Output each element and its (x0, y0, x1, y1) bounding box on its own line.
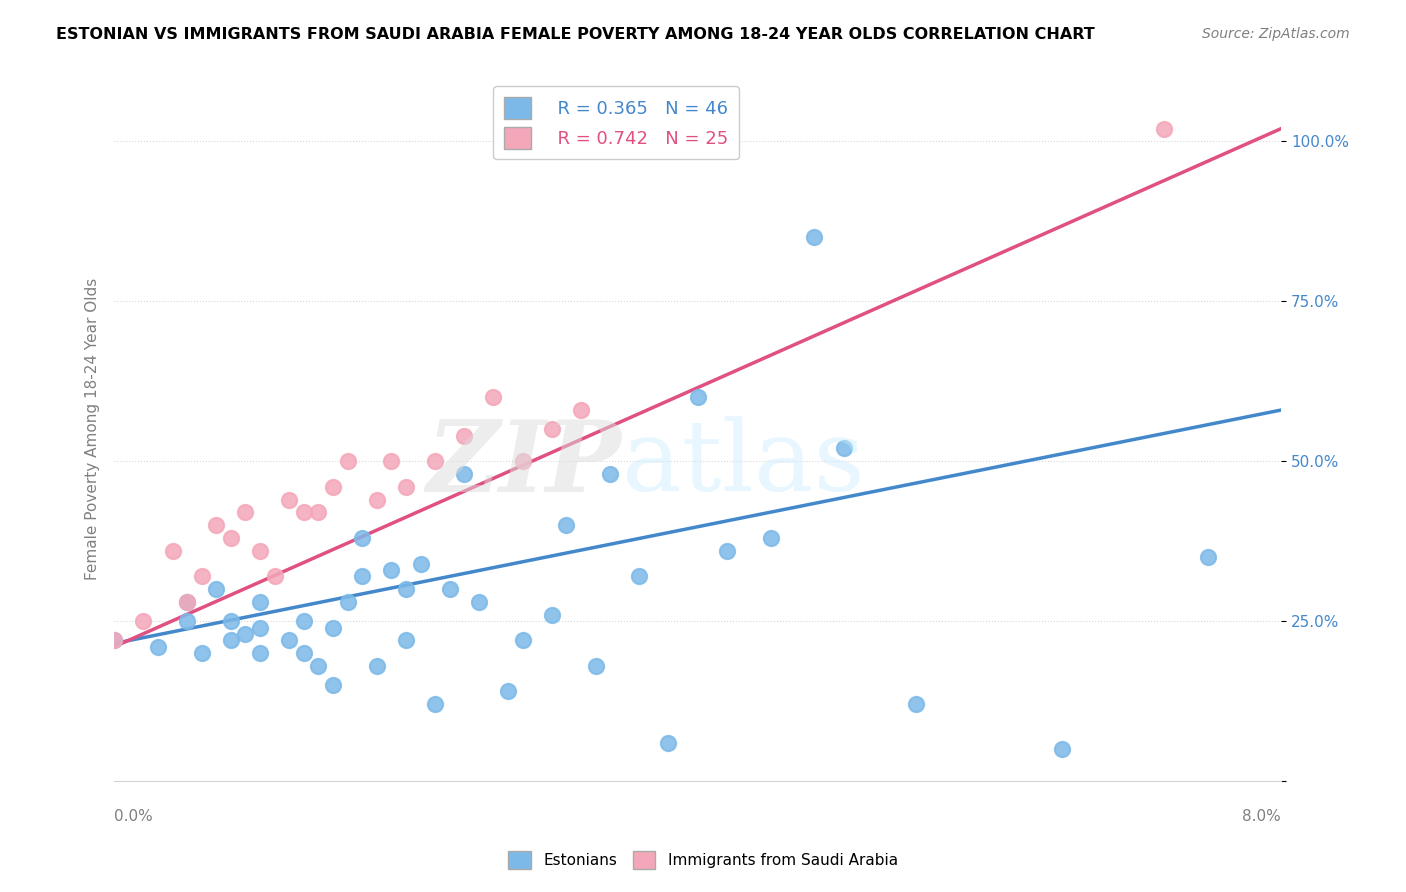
Point (803, 230, 825, 244)
Text: 0.0%: 0.0% (114, 809, 153, 824)
Point (380, 454, 402, 468)
Legend:   R = 0.365   N = 46,   R = 0.742   N = 25: R = 0.365 N = 46, R = 0.742 N = 25 (494, 87, 738, 160)
Point (190, 646, 212, 660)
Point (162, 543, 184, 558)
Text: atlas: atlas (621, 417, 865, 512)
Point (540, 422, 562, 436)
Point (307, 505, 329, 519)
Point (423, 698, 446, 712)
Point (512, 454, 534, 468)
Point (832, 442, 855, 456)
Point (146, 640, 169, 654)
Text: Source: ZipAtlas.com: Source: ZipAtlas.com (1202, 27, 1350, 41)
Text: ESTONIAN VS IMMIGRANTS FROM SAUDI ARABIA FEMALE POVERTY AMONG 18-24 YEAR OLDS CO: ESTONIAN VS IMMIGRANTS FROM SAUDI ARABIA… (56, 27, 1095, 42)
Point (205, 518, 228, 533)
Point (453, 428, 475, 442)
Point (352, 531, 374, 545)
Point (569, 403, 592, 417)
Point (263, 569, 285, 583)
Point (759, 531, 782, 545)
Point (496, 684, 519, 698)
Point (686, 390, 709, 404)
Point (366, 658, 388, 673)
Point (1153, 121, 1175, 136)
Point (249, 543, 271, 558)
Point (1197, 550, 1219, 565)
Point (176, 595, 198, 609)
Point (352, 569, 374, 583)
Point (249, 595, 271, 609)
Point (292, 505, 315, 519)
Point (395, 480, 418, 494)
Point (336, 454, 359, 468)
Point (555, 518, 578, 533)
Point (278, 633, 301, 648)
Point (628, 569, 651, 583)
Y-axis label: Female Poverty Among 18-24 Year Olds: Female Poverty Among 18-24 Year Olds (86, 278, 100, 581)
Point (322, 480, 344, 494)
Point (322, 620, 344, 634)
Point (190, 569, 212, 583)
Point (322, 678, 344, 692)
Point (176, 614, 198, 628)
Text: 8.0%: 8.0% (1243, 809, 1281, 824)
Point (1052, 742, 1074, 756)
Point (176, 595, 198, 609)
Point (380, 563, 402, 577)
Legend: Estonians, Immigrants from Saudi Arabia: Estonians, Immigrants from Saudi Arabia (502, 845, 904, 875)
Point (423, 454, 446, 468)
Point (205, 582, 228, 596)
Point (292, 614, 315, 628)
Point (292, 646, 315, 660)
Point (395, 582, 418, 596)
Point (395, 633, 418, 648)
Point (307, 658, 329, 673)
Point (366, 492, 388, 507)
Point (540, 607, 562, 622)
Point (219, 531, 242, 545)
Point (235, 505, 257, 519)
Point (103, 633, 125, 648)
Point (219, 633, 242, 648)
Point (278, 492, 301, 507)
Point (235, 627, 257, 641)
Point (585, 658, 607, 673)
Point (657, 736, 679, 750)
Point (103, 633, 125, 648)
Point (336, 595, 359, 609)
Point (439, 582, 461, 596)
Point (409, 557, 432, 571)
Point (249, 646, 271, 660)
Point (512, 633, 534, 648)
Point (905, 698, 928, 712)
Point (249, 620, 271, 634)
Point (482, 390, 505, 404)
Point (468, 595, 491, 609)
Point (716, 543, 738, 558)
Text: ZIP: ZIP (427, 417, 621, 513)
Point (599, 467, 621, 481)
Point (453, 467, 475, 481)
Point (219, 614, 242, 628)
Point (132, 614, 155, 628)
